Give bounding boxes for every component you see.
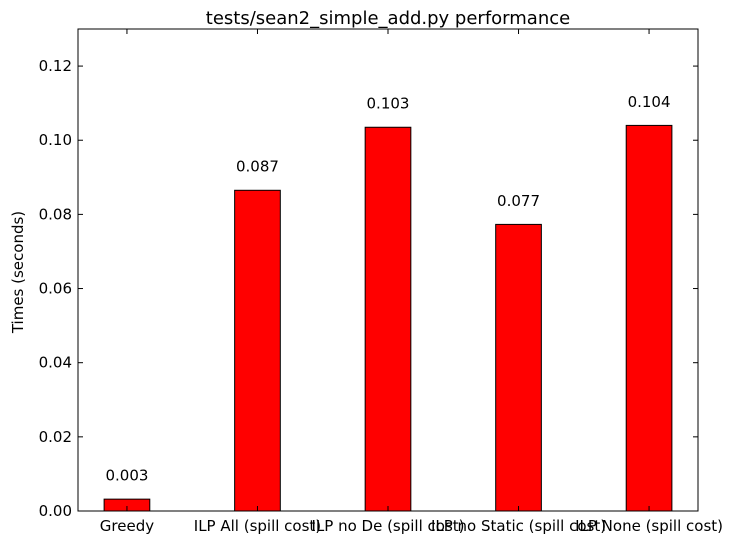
data-label-1: 0.087 <box>236 158 279 176</box>
y-tick-label: 0.08 <box>39 205 72 223</box>
data-label-4: 0.104 <box>628 93 671 111</box>
y-tick-label: 0.00 <box>39 502 72 520</box>
data-label-2: 0.103 <box>367 95 410 113</box>
y-tick-label: 0.12 <box>39 57 72 75</box>
bar-3 <box>495 223 542 512</box>
x-tick-label: ILP no De (spill cost) <box>311 517 464 535</box>
x-tick-label: ILP All (spill cost) <box>194 517 321 535</box>
y-tick-label: 0.02 <box>39 428 72 446</box>
y-axis-ticks: 0.00 0.02 0.04 0.06 0.08 0.10 0.12 <box>39 57 698 520</box>
chart-title: tests/sean2_simple_add.py performance <box>206 8 570 29</box>
y-tick-label: 0.04 <box>39 354 72 372</box>
bars-layer <box>103 124 673 512</box>
y-axis-label: Times (seconds) <box>9 211 27 334</box>
bar-1 <box>234 189 281 512</box>
bar-2 <box>364 126 412 512</box>
y-tick-label: 0.06 <box>39 280 72 298</box>
data-labels-layer: 0.003 0.087 0.103 0.077 0.104 <box>105 93 670 485</box>
plot-frame <box>77 28 699 512</box>
x-tick-label: Greedy <box>100 517 154 535</box>
x-tick-label: ILP no Static (spill cost) <box>431 517 606 535</box>
data-label-0: 0.003 <box>105 467 148 485</box>
data-label-3: 0.077 <box>497 192 540 210</box>
y-tick-label: 0.10 <box>39 131 72 149</box>
bar-4 <box>625 124 673 512</box>
x-axis-ticks: Greedy ILP All (spill cost)ILP no De (spi… <box>100 29 723 535</box>
x-tick-label: ILP None (spill cost) <box>575 517 723 535</box>
